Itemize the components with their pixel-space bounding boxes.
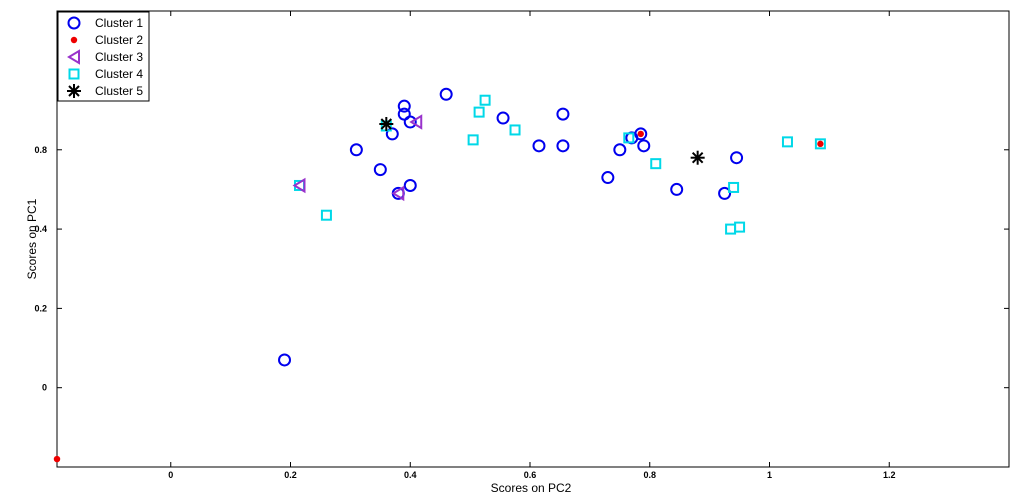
point-cluster-3 <box>292 177 306 194</box>
series-cluster-5 <box>379 117 705 165</box>
point-cluster-4 <box>509 124 521 136</box>
y-tick-label: 0.4 <box>34 224 47 234</box>
point-cluster-2 <box>817 140 824 148</box>
point-cluster-2 <box>637 130 644 138</box>
point-cluster-1 <box>403 178 417 192</box>
series-cluster-2 <box>53 130 824 463</box>
point-cluster-1 <box>637 139 651 153</box>
plot-area <box>56 10 1010 468</box>
tick-labels: 0 0.2 0.4 0.6 0.8 1 1.2 0 0.2 0.4 0.8 <box>34 145 895 480</box>
point-cluster-4 <box>781 136 793 148</box>
point-cluster-1 <box>634 127 648 141</box>
y-tick-label: 0.8 <box>34 145 47 155</box>
series-cluster-1 <box>278 87 744 367</box>
legend-label-cluster-2: Cluster 2 <box>95 33 143 47</box>
point-cluster-1 <box>439 87 453 101</box>
x-tick-label: 1 <box>767 470 772 480</box>
point-cluster-1 <box>496 111 510 125</box>
point-cluster-2 <box>53 455 61 463</box>
y-axis-label: Scores on PC1 <box>25 198 39 279</box>
x-axis-label: Scores on PC2 <box>491 481 572 495</box>
point-cluster-1 <box>718 186 732 200</box>
point-cluster-4 <box>734 221 746 233</box>
point-cluster-1 <box>556 139 570 153</box>
legend-label-cluster-4: Cluster 4 <box>95 67 143 81</box>
point-cluster-4 <box>320 209 332 221</box>
point-cluster-4 <box>473 106 485 118</box>
point-cluster-1 <box>373 163 387 177</box>
point-cluster-4 <box>814 138 826 150</box>
legend-marker-cluster-5 <box>67 84 81 98</box>
x-tick-label: 0.4 <box>404 470 417 480</box>
point-cluster-1 <box>532 139 546 153</box>
x-tick-label: 0.6 <box>524 470 537 480</box>
point-cluster-5 <box>379 117 394 132</box>
x-tick-label: 0 <box>168 470 173 480</box>
legend: Cluster 1 Cluster 2 Cluster 3 Cluster 4 Clus… <box>57 11 150 102</box>
point-cluster-1 <box>403 115 417 129</box>
legend-marker-cluster-2 <box>70 36 78 44</box>
y-tick-label: 0 <box>42 383 47 393</box>
legend-label-cluster-3: Cluster 3 <box>95 50 143 64</box>
legend-marker-cluster-3 <box>67 49 80 65</box>
x-tick-label: 1.2 <box>883 470 896 480</box>
x-tick-label: 0.8 <box>643 470 656 480</box>
point-cluster-1 <box>278 353 292 367</box>
point-cluster-3 <box>391 185 405 202</box>
point-cluster-1 <box>730 151 744 165</box>
point-cluster-1 <box>613 143 627 157</box>
legend-marker-cluster-1 <box>67 16 81 30</box>
point-cluster-1 <box>601 171 615 185</box>
point-cluster-1 <box>397 99 411 113</box>
y-tick-label: 0.2 <box>34 303 47 313</box>
data-points <box>53 87 826 463</box>
legend-marker-cluster-4 <box>68 68 80 80</box>
point-cluster-3 <box>409 114 423 130</box>
legend-label-cluster-5: Cluster 5 <box>95 84 143 98</box>
point-cluster-5 <box>690 150 705 165</box>
point-cluster-1 <box>670 182 684 196</box>
point-cluster-4 <box>728 181 740 193</box>
point-cluster-1 <box>385 127 399 141</box>
point-cluster-4 <box>479 94 491 106</box>
series-cluster-3 <box>292 114 423 202</box>
point-cluster-4 <box>467 134 479 146</box>
legend-label-cluster-1: Cluster 1 <box>95 16 143 30</box>
x-tick-label: 0.2 <box>284 470 297 480</box>
point-cluster-1 <box>556 107 570 121</box>
point-cluster-1 <box>349 143 363 157</box>
point-cluster-4 <box>650 158 662 170</box>
point-cluster-4 <box>623 132 635 144</box>
axis-ticks <box>57 11 1009 467</box>
